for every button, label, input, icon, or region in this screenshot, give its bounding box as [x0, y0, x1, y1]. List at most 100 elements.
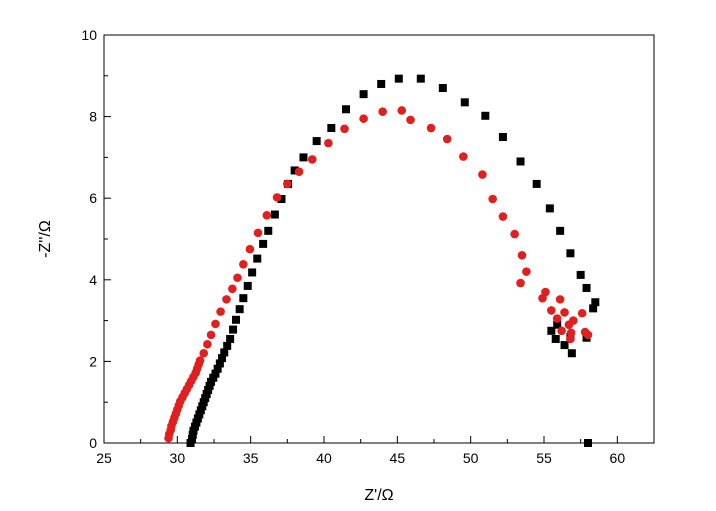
series-1-point [204, 385, 213, 394]
series-1-point [239, 294, 248, 303]
series-1-point [232, 315, 240, 324]
series-2-point [324, 138, 333, 148]
series-1-point [547, 326, 556, 335]
series-1-point [198, 402, 207, 411]
series-1-point [202, 390, 211, 399]
series-1-point [220, 348, 229, 357]
y-tick-label: 2 [89, 353, 97, 369]
series-1-point [190, 422, 199, 431]
series-1-point [584, 439, 592, 447]
series-1-point [209, 373, 218, 382]
series-1-point [248, 268, 257, 277]
series-1-point [551, 334, 560, 343]
series-1-point [264, 226, 273, 235]
axis-ticks: 25 30 35 40 45 50 55 60 0 2 4 6 8 10 [81, 27, 625, 466]
series-2-point [228, 284, 237, 294]
series-1-point [195, 410, 204, 419]
series-1-point [192, 418, 201, 427]
series-2-point [555, 295, 565, 304]
series-1-point [290, 166, 299, 175]
data-points [164, 74, 600, 447]
series-1-point [207, 377, 216, 386]
series-2-point [566, 334, 575, 344]
y-tick-label: 10 [81, 27, 97, 43]
series-1-point [532, 179, 541, 188]
x-tick-label: 55 [536, 450, 552, 466]
series-2-point [195, 356, 205, 365]
series-2-point [222, 295, 231, 304]
series-1-point [553, 320, 562, 329]
series-2-point [359, 114, 368, 123]
x-tick-label: 35 [243, 450, 259, 466]
series-1-point [299, 153, 308, 162]
series-2-point [510, 229, 519, 239]
series-1-point [498, 133, 507, 141]
series-2-point [262, 211, 272, 220]
series-1-point [589, 304, 598, 313]
series-2-point [541, 287, 550, 297]
series-2-point [233, 273, 242, 283]
series-2-point [498, 212, 508, 221]
series-2-point [577, 308, 587, 318]
series-1-point [211, 369, 220, 378]
series-1-point [205, 381, 214, 390]
series-1-point [213, 364, 222, 373]
series-2-point [560, 308, 569, 317]
series-1-point [576, 270, 585, 279]
series-2-point [340, 124, 349, 134]
series-1-point [342, 105, 350, 114]
y-tick-label: 8 [89, 109, 97, 125]
y-tick-label: 6 [89, 190, 97, 206]
series-1-point [201, 394, 210, 403]
series-2-point [488, 194, 497, 204]
series-1-point [560, 341, 569, 350]
x-tick-label: 40 [316, 450, 332, 466]
series-1-point [218, 354, 227, 363]
series-2-point [459, 152, 468, 161]
series-1-point [327, 124, 336, 133]
series-2-point [557, 326, 566, 336]
series-1-point [481, 111, 490, 120]
series-1-point [312, 137, 321, 146]
series-1-point [270, 210, 279, 219]
series-1-point [460, 98, 469, 107]
series-1-point [566, 249, 575, 258]
y-tick-label: 4 [89, 272, 97, 288]
series-1-point [226, 334, 235, 343]
series-1-point [359, 90, 368, 99]
series-2-point [552, 314, 562, 323]
x-tick-label: 60 [610, 450, 626, 466]
x-tick-label: 50 [463, 450, 479, 466]
series-2-point [378, 107, 387, 117]
x-tick-label: 45 [390, 450, 406, 466]
series-2-point [547, 306, 556, 315]
series-1-point [556, 226, 565, 235]
y-tick-label: 0 [89, 435, 97, 451]
series-1-point [516, 157, 525, 166]
series-2-point [517, 251, 527, 260]
series-2-point [216, 307, 225, 316]
series-2-point [253, 228, 263, 238]
series-1-point [545, 204, 554, 213]
series-1-point [277, 195, 286, 204]
series-1-point [416, 74, 425, 83]
series-2-point [426, 123, 436, 133]
x-axis-title: Z'/Ω [364, 487, 393, 504]
series-1-point [582, 283, 591, 292]
x-tick-label: 25 [96, 450, 112, 466]
series-2-point [442, 134, 452, 144]
series-1-point [188, 430, 197, 439]
series-1-point [591, 298, 600, 307]
y-axis-title: -Z''/Ω [37, 220, 54, 258]
series-1-point [223, 341, 232, 350]
series-2-point [307, 155, 317, 164]
series-1-point [235, 305, 244, 314]
series-1-point [259, 239, 268, 248]
series-2-point [203, 339, 212, 349]
series-1-point [253, 254, 262, 263]
series-1-point [215, 359, 224, 368]
series-1-point [199, 398, 208, 407]
series-2-point [583, 330, 593, 340]
series-1-point [188, 434, 196, 443]
